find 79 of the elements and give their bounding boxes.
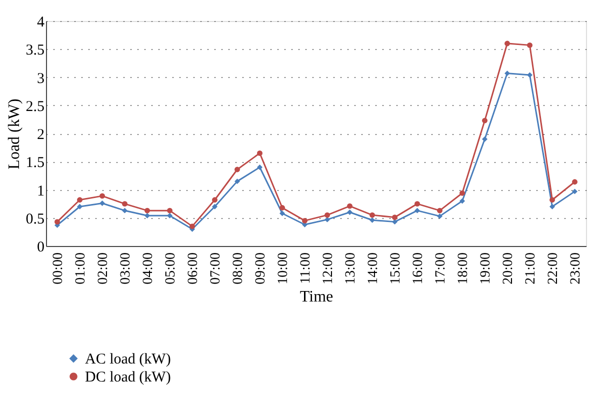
point	[572, 179, 578, 185]
point	[144, 212, 150, 218]
point	[370, 217, 375, 223]
x-tick-label: 12:00	[320, 252, 336, 284]
y-tick-label: 4	[37, 14, 45, 30]
y-tick-label: 0.5	[26, 211, 44, 228]
y-tick-label: 3	[37, 70, 44, 87]
x-tick-label: 18:00	[456, 252, 471, 284]
point	[414, 201, 420, 207]
point	[437, 208, 442, 214]
point	[122, 201, 128, 207]
point	[54, 219, 60, 225]
y-tick-label: 1	[37, 183, 44, 200]
point	[414, 208, 420, 214]
point	[572, 188, 578, 194]
point	[460, 190, 465, 196]
x-tick-label: 02:00	[96, 252, 111, 284]
point	[234, 178, 240, 184]
y-tick-label: 0	[37, 240, 44, 256]
x-tick-label: 19:00	[478, 252, 494, 284]
x-tick-label: 00:00	[50, 252, 66, 284]
x-tick-label: 23:00	[568, 252, 584, 284]
point	[347, 210, 352, 215]
x-tick-label: 20:00	[500, 252, 516, 284]
point	[370, 212, 375, 218]
point	[280, 205, 285, 210]
x-tick-label: 07:00	[208, 252, 224, 284]
x-tick-label: 22:00	[546, 252, 561, 284]
y-axis-title: Load (kW)	[6, 98, 23, 170]
point	[257, 150, 262, 156]
point	[527, 42, 532, 48]
point	[212, 197, 218, 203]
x-tick-label: 06:00	[186, 252, 201, 284]
x-tick-label: 17:00	[433, 252, 448, 284]
point	[167, 212, 172, 218]
x-tick-label: 05:00	[163, 252, 178, 284]
point	[504, 40, 510, 46]
x-tick-label: 10:00	[276, 252, 291, 284]
legend-label: AC load (kW)	[85, 352, 171, 368]
point	[144, 208, 150, 214]
point	[550, 204, 555, 210]
legend-label: DC load (kW)	[85, 370, 171, 386]
point	[100, 193, 105, 199]
y-tick-label: 3.5	[26, 42, 44, 59]
point	[392, 219, 398, 225]
point	[302, 218, 308, 224]
x-tick-label: 15:00	[388, 252, 404, 284]
x-tick-label: 09:00	[253, 252, 268, 284]
point	[550, 197, 555, 203]
point	[100, 200, 105, 206]
x-tick-label: 13:00	[343, 252, 358, 284]
point	[212, 204, 218, 210]
y-tick-label: 2	[37, 127, 44, 143]
point	[437, 213, 442, 219]
x-tick-label: 01:00	[73, 252, 88, 284]
point	[280, 210, 285, 216]
x-axis-title: Time	[300, 288, 334, 306]
point	[77, 204, 82, 210]
point	[122, 208, 128, 214]
point	[504, 70, 510, 76]
point	[257, 164, 262, 170]
point	[347, 203, 352, 209]
x-tick-label: 11:00	[298, 252, 314, 284]
x-tick-label: 03:00	[118, 252, 134, 284]
x-tick-label: 08:00	[230, 252, 246, 284]
point	[190, 224, 195, 230]
y-tick-label: 2.5	[26, 98, 44, 115]
point	[324, 212, 330, 218]
point	[234, 166, 240, 172]
point	[77, 197, 82, 203]
x-tick-label: 14:00	[366, 252, 381, 284]
point	[392, 214, 398, 220]
x-tick-label: 04:00	[140, 252, 156, 284]
point	[482, 136, 488, 142]
x-tick-label: 16:00	[410, 252, 426, 284]
y-tick-label: 1.5	[26, 155, 44, 172]
point	[482, 118, 488, 124]
x-tick-label: 21:00	[523, 252, 538, 284]
point	[167, 208, 172, 214]
